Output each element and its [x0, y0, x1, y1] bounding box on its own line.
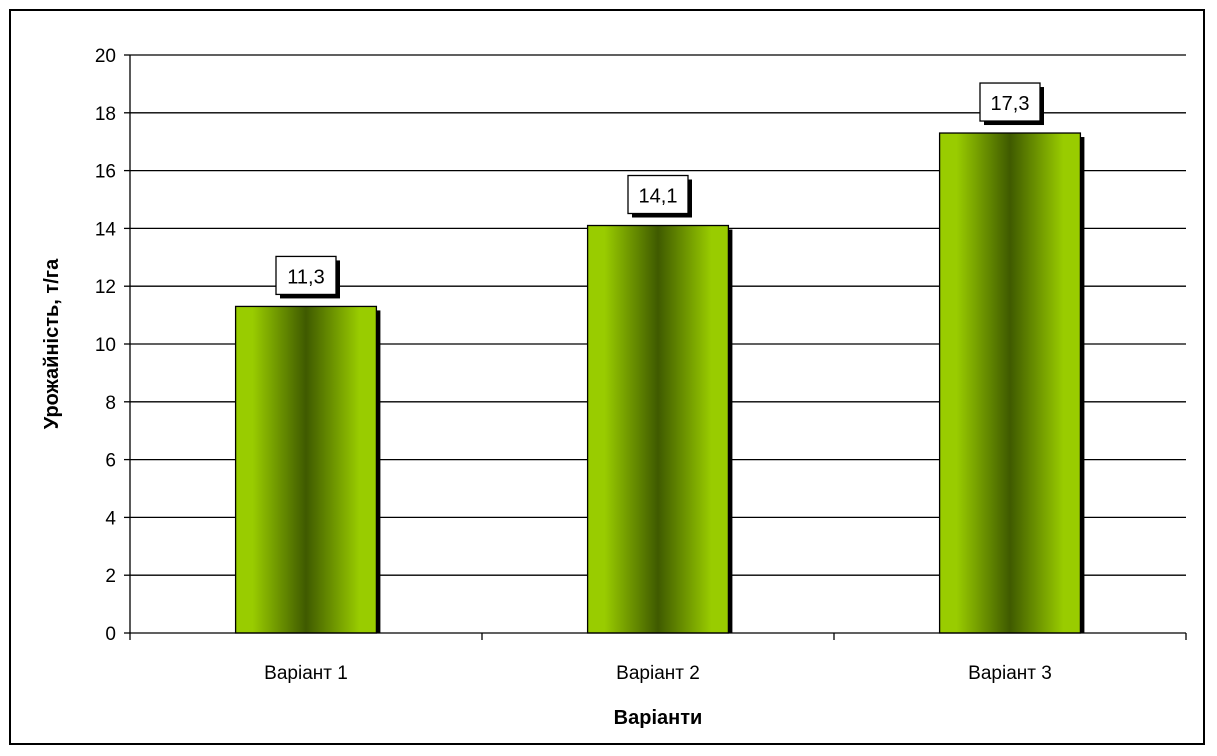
- labels: 0 2 4 6 8 10 12 14 16 18 20 11,3 Варіант 1 14,1 Варіан…: [95, 46, 1052, 684]
- x-tick-label: Варіант 3: [968, 663, 1052, 684]
- data-label: 17,3: [991, 93, 1030, 115]
- axes: [124, 54, 1187, 640]
- y-tick-label: 20: [95, 46, 116, 67]
- y-tick-label: 16: [95, 162, 116, 183]
- bar: [234, 305, 378, 634]
- y-tick-label: 18: [95, 104, 116, 125]
- data-label-box: [979, 82, 1041, 122]
- bar: [938, 132, 1082, 634]
- data-label: 11,3: [287, 266, 324, 288]
- y-tick-label: 14: [95, 219, 117, 240]
- y-axis-title: Урожайність, т/га: [41, 258, 63, 429]
- x-tick-label: Варіант 1: [264, 663, 348, 684]
- data-label: 14,1: [639, 186, 678, 208]
- bar: [586, 224, 730, 634]
- y-tick-label: 4: [105, 508, 116, 529]
- y-tick-label: 10: [95, 335, 116, 356]
- x-tick-label: Варіант 2: [616, 663, 700, 684]
- bars: [234, 132, 1085, 634]
- data-label-box: [275, 255, 337, 296]
- y-tick-label: 2: [105, 566, 116, 587]
- y-tick-label: 8: [105, 393, 116, 414]
- y-tick-label: 0: [105, 624, 116, 645]
- y-tick-label: 12: [95, 277, 116, 298]
- data-label-box: [627, 174, 689, 215]
- y-tick-label: 6: [105, 451, 116, 472]
- x-axis-title: Варіанти: [614, 707, 703, 729]
